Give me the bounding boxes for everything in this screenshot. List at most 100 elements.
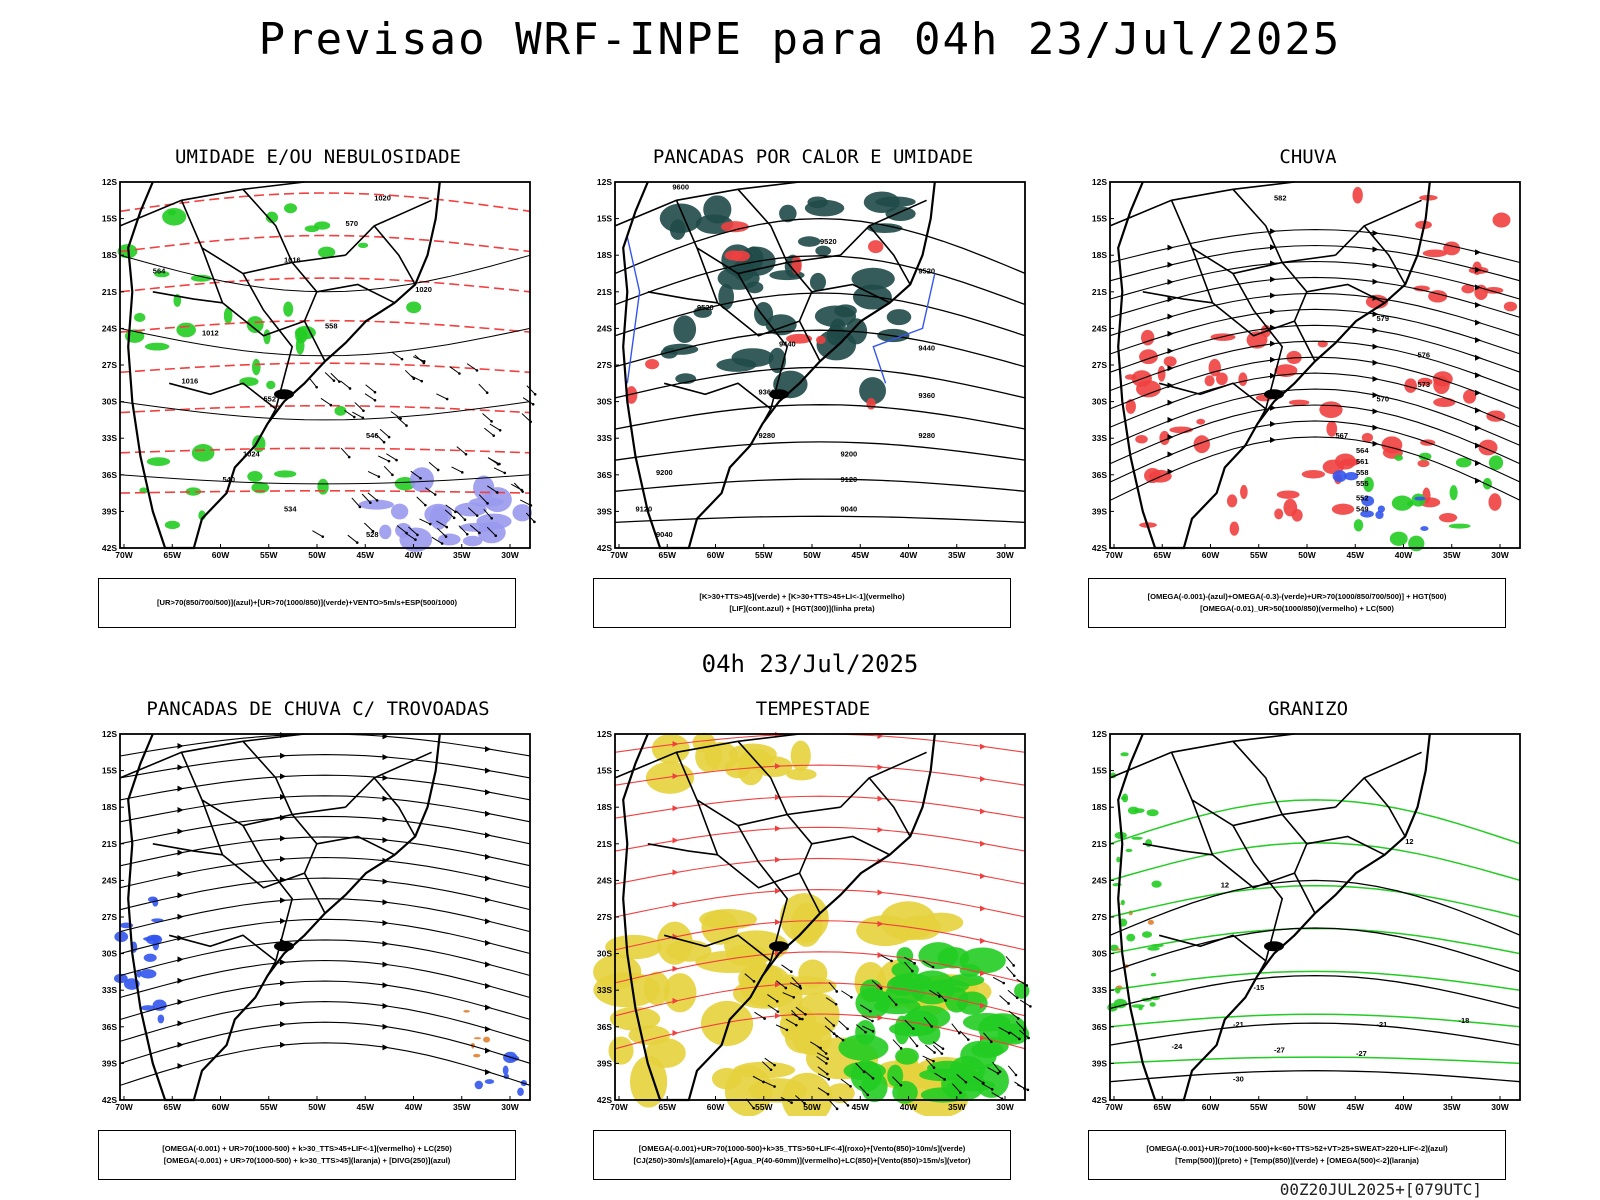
jet-yellow-patch bbox=[856, 915, 915, 947]
wind-vector-head bbox=[835, 990, 839, 993]
wind-vector-head bbox=[422, 360, 426, 363]
streamline bbox=[119, 1042, 531, 1086]
humidity-blue-patch bbox=[390, 503, 409, 520]
wind-vector-head bbox=[492, 434, 496, 437]
flow-arrow bbox=[485, 918, 491, 925]
wind-vector bbox=[488, 457, 500, 465]
panel-title: PANCADAS DE CHUVA C/ TROVOADAS bbox=[146, 698, 490, 720]
lat-tick-label: 18S bbox=[1092, 250, 1107, 260]
flow-arrow bbox=[1270, 420, 1276, 427]
thickness-contour bbox=[119, 362, 531, 374]
wind-vector-head bbox=[834, 1002, 838, 1006]
flow-arrow bbox=[1167, 451, 1174, 458]
temp850-green-patch bbox=[1150, 972, 1157, 977]
rain-red-patch bbox=[1157, 365, 1166, 382]
run-footer: 00Z20JUL2025+[079UTC] bbox=[1279, 1180, 1482, 1199]
contour-label: 558 bbox=[1356, 468, 1369, 477]
flow-arrow bbox=[1475, 442, 1481, 449]
temp500-contour bbox=[1109, 879, 1521, 936]
divergence-blue-patch bbox=[139, 969, 157, 979]
flow-arrow bbox=[1372, 375, 1379, 382]
wind-vector-head bbox=[436, 468, 440, 472]
country-border bbox=[242, 825, 294, 998]
middle-date: 04h 23/Jul/2025 bbox=[701, 650, 919, 678]
panel-title: PANCADAS POR CALOR E UMIDADE bbox=[652, 146, 974, 168]
country-border bbox=[868, 777, 911, 837]
wind-vector-head bbox=[1002, 981, 1006, 985]
humidity-green-patch bbox=[406, 301, 422, 314]
country-border bbox=[614, 181, 800, 227]
lon-tick-label: 70W bbox=[115, 1102, 133, 1112]
wind-vector bbox=[431, 536, 443, 544]
wind-vector-head bbox=[804, 1013, 807, 1016]
wind-vector-head bbox=[752, 980, 756, 983]
humidity-green-patch bbox=[294, 325, 316, 340]
lat-tick-label: 12S bbox=[102, 729, 117, 739]
lif-contour bbox=[872, 273, 936, 384]
wind-vector-head bbox=[454, 510, 457, 514]
wind-vector bbox=[838, 1020, 848, 1030]
lon-tick-label: 45W bbox=[357, 550, 375, 560]
humidity-green-patch bbox=[134, 312, 146, 323]
temp850-green-patch bbox=[1131, 1004, 1145, 1008]
humidity-blue-patch bbox=[512, 504, 533, 522]
wind-vector bbox=[467, 507, 478, 517]
wind-green-patch bbox=[895, 1047, 919, 1065]
divergence-blue-patch bbox=[143, 953, 157, 962]
temp850-green-patch bbox=[1141, 931, 1153, 938]
wind-vector bbox=[487, 485, 498, 493]
humidity-green-patch bbox=[273, 470, 297, 478]
lagoon bbox=[1264, 389, 1284, 400]
wind-vector bbox=[493, 467, 505, 474]
lat-tick-label: 15S bbox=[102, 766, 117, 776]
country-border bbox=[839, 751, 927, 808]
rain-red-patch bbox=[1492, 212, 1511, 228]
streamline bbox=[119, 918, 531, 955]
wind-vector bbox=[928, 989, 940, 997]
omega-orange-patch bbox=[1114, 948, 1123, 951]
streamline bbox=[1109, 436, 1521, 501]
flow-arrow bbox=[382, 774, 389, 781]
humidity-green-patch bbox=[185, 487, 202, 496]
wind-vector bbox=[469, 524, 480, 534]
contour-label: 9280 bbox=[918, 431, 935, 440]
country-border bbox=[344, 751, 432, 808]
lat-tick-label: 15S bbox=[1092, 766, 1107, 776]
wind-vector-head bbox=[452, 516, 456, 520]
panel-legend: [K>30+TTS>45](verde) + [K>30+TTS>45+LI<-… bbox=[593, 578, 1011, 628]
wind-vector-head bbox=[943, 1078, 946, 1081]
streamline bbox=[119, 1001, 531, 1042]
flow-arrow bbox=[1167, 416, 1174, 423]
lat-tick-label: 33S bbox=[1092, 433, 1107, 443]
flow-arrow bbox=[672, 1029, 679, 1036]
flow-arrow bbox=[1270, 372, 1276, 379]
wind-vector-head bbox=[959, 1091, 962, 1095]
flow-arrow bbox=[1167, 399, 1174, 406]
country-border bbox=[152, 291, 223, 304]
wind-vector-head bbox=[486, 502, 489, 505]
wind-vector-head bbox=[819, 1046, 822, 1050]
humidity-blue-patch bbox=[473, 475, 495, 501]
streamline bbox=[119, 754, 531, 779]
wind-vector bbox=[396, 525, 407, 534]
flow-arrow bbox=[775, 981, 781, 988]
contour-label: 579 bbox=[1377, 314, 1390, 323]
instability-teal-patch bbox=[885, 206, 916, 222]
lat-tick-label: 18S bbox=[597, 250, 612, 260]
wind-vector bbox=[444, 509, 455, 519]
flow-arrow bbox=[485, 961, 491, 968]
lon-tick-label: 70W bbox=[1105, 1102, 1123, 1112]
lat-tick-label: 21S bbox=[1092, 287, 1107, 297]
wind-vector-head bbox=[387, 459, 391, 463]
lagoon bbox=[769, 941, 789, 952]
lon-tick-label: 45W bbox=[1347, 550, 1365, 560]
wind-vector-head bbox=[912, 1027, 915, 1030]
divergence-blue-patch bbox=[152, 939, 160, 951]
flow-arrow bbox=[177, 871, 184, 878]
lon-tick-label: 40W bbox=[900, 550, 918, 560]
wind-vector bbox=[324, 372, 335, 382]
wind-vector bbox=[922, 1055, 934, 1062]
flow-arrow bbox=[382, 982, 389, 989]
flow-arrow bbox=[980, 937, 986, 944]
lagoon bbox=[274, 941, 294, 952]
